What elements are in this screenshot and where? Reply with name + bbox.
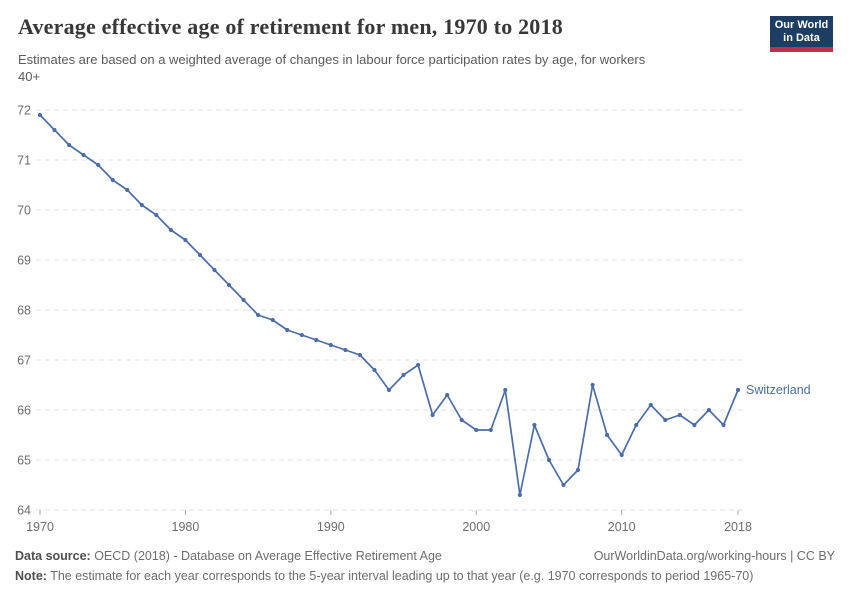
- owid-logo: Our World in Data: [770, 16, 833, 52]
- y-axis-label: 69: [17, 254, 31, 268]
- data-point: [386, 387, 392, 393]
- y-axis-label: 65: [17, 454, 31, 468]
- owid-logo-line2: in Data: [783, 31, 820, 44]
- data-source: Data source: OECD (2018) - Database on A…: [15, 546, 442, 566]
- x-axis-label: 2010: [608, 520, 636, 534]
- data-point: [634, 422, 639, 428]
- x-axis-label: 1990: [317, 520, 345, 534]
- data-point: [183, 237, 188, 243]
- data-point: [299, 332, 304, 338]
- data-source-label: Data source:: [15, 549, 91, 563]
- retirement-line: [39, 114, 739, 496]
- data-point: [139, 202, 144, 208]
- data-point: [677, 412, 682, 418]
- y-axis-label: 66: [17, 404, 31, 418]
- data-point: [81, 152, 86, 158]
- y-axis-label: 70: [17, 204, 31, 218]
- data-point: [416, 362, 421, 368]
- chart-subtitle: Estimates are based on a weighted averag…: [18, 51, 758, 85]
- note-label: Note:: [15, 569, 47, 583]
- data-point: [285, 327, 290, 333]
- chart-title: Average effective age of retirement for …: [18, 14, 563, 39]
- data-point: [212, 267, 217, 273]
- data-source-text: OECD (2018) - Database on Average Effect…: [90, 549, 442, 563]
- data-point: [430, 412, 435, 418]
- data-point: [37, 112, 43, 118]
- x-axis-label: 2000: [462, 520, 490, 534]
- y-axis-label: 72: [17, 104, 31, 118]
- data-point: [590, 382, 595, 388]
- data-point: [256, 312, 261, 318]
- data-point: [270, 317, 275, 323]
- data-point: [546, 457, 552, 463]
- subtitle-line2: 40+: [18, 69, 41, 84]
- x-axis-label: 1970: [26, 520, 54, 534]
- data-point: [605, 432, 610, 438]
- y-axis-label: 64: [17, 504, 31, 518]
- data-point: [648, 402, 653, 408]
- chart-canvas[interactable]: 64 65 66 67 68 69 70 71 72 1970 1980 1990 2000 2010 20…: [0, 0, 850, 545]
- data-point: [459, 417, 464, 423]
- data-point: [488, 427, 493, 433]
- data-point: [168, 227, 173, 233]
- data-point: [314, 337, 319, 343]
- data-point: [125, 187, 130, 193]
- data-point: [561, 482, 566, 488]
- data-point: [67, 142, 72, 148]
- data-point: [154, 212, 159, 218]
- data-point: [197, 252, 203, 258]
- data-point: [401, 372, 406, 378]
- data-point: [474, 427, 479, 433]
- y-axis-label: 67: [17, 354, 31, 368]
- data-point: [532, 422, 537, 428]
- chart-footer: Data source: OECD (2018) - Database on A…: [15, 546, 835, 586]
- data-point: [343, 347, 348, 353]
- data-point: [241, 297, 246, 303]
- y-axis-label: 68: [17, 304, 31, 318]
- data-point: [372, 367, 377, 373]
- data-point: [52, 127, 57, 133]
- data-point: [328, 342, 333, 348]
- data-point: [517, 492, 523, 498]
- data-point: [619, 452, 624, 458]
- subtitle-line1: Estimates are based on a weighted averag…: [18, 52, 646, 67]
- data-point: [226, 282, 232, 288]
- data-point: [735, 387, 741, 393]
- data-point: [663, 417, 668, 423]
- data-point: [357, 352, 362, 358]
- series-end-label: Switzerland: [746, 383, 811, 397]
- data-point: [706, 407, 712, 413]
- data-point: [503, 387, 508, 393]
- y-axis-label: 71: [17, 154, 31, 168]
- x-axis-label: 2018: [724, 520, 752, 534]
- owid-logo-line1: Our World: [774, 18, 829, 31]
- data-point: [692, 422, 697, 428]
- note-text: The estimate for each year corresponds t…: [46, 569, 754, 583]
- data-point: [110, 177, 115, 183]
- owid-link[interactable]: OurWorldinData.org/working-hours | CC BY: [593, 549, 835, 563]
- x-axis-label: 1980: [172, 520, 200, 534]
- data-point: [575, 467, 581, 473]
- data-point: [721, 422, 726, 428]
- note: Note: The estimate for each year corresp…: [15, 569, 753, 583]
- data-point: [96, 162, 101, 168]
- data-point: [445, 392, 450, 398]
